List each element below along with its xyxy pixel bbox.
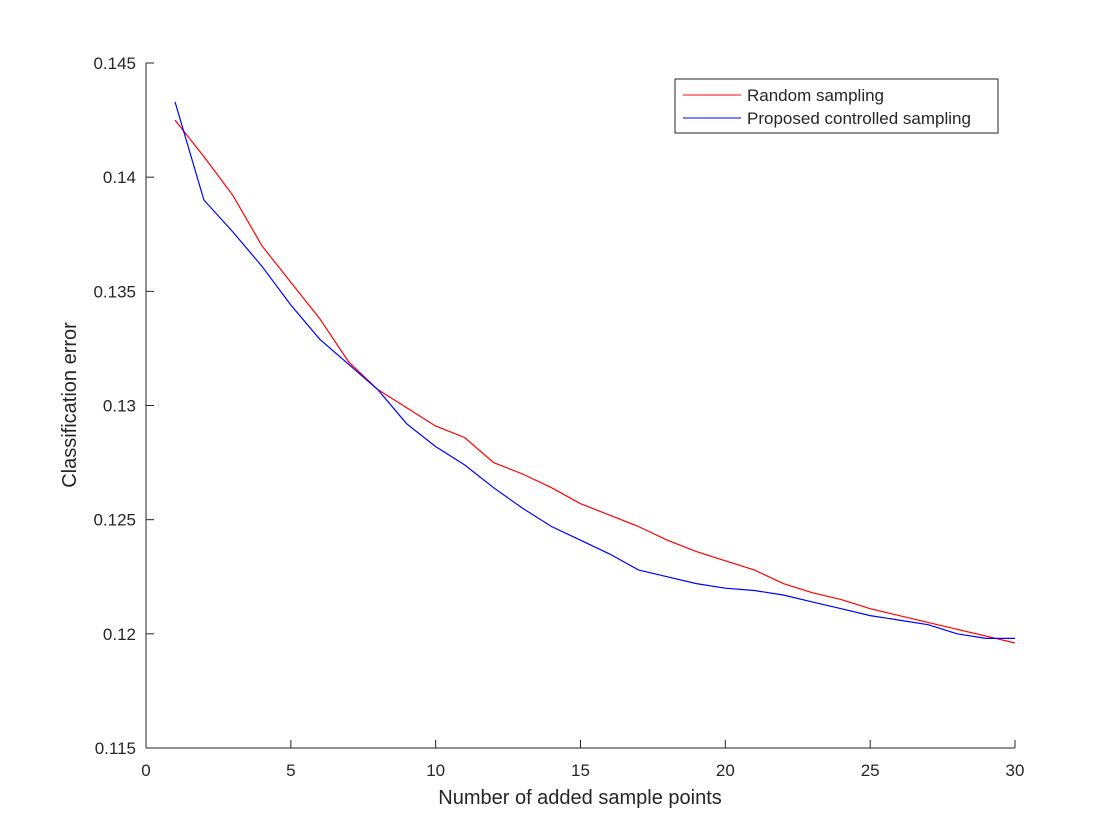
legend-label-proposed-controlled-sampling: Proposed controlled sampling bbox=[747, 109, 971, 128]
legend-box bbox=[674, 78, 999, 134]
x-tick-label: 5 bbox=[286, 761, 295, 780]
series-line-proposed-controlled-sampling bbox=[174, 101, 1015, 640]
x-axis-title: Number of added sample points bbox=[438, 787, 722, 809]
x-tick-label: 25 bbox=[861, 761, 880, 780]
legend-label-random-sampling: Random sampling bbox=[747, 86, 884, 105]
x-tick-label: 0 bbox=[141, 761, 150, 780]
axes bbox=[145, 63, 1015, 749]
y-tick-label: 0.115 bbox=[95, 739, 136, 758]
x-tick-label: 10 bbox=[426, 761, 445, 780]
x-tick-label: 20 bbox=[716, 761, 735, 780]
y-tick-label: 0.12 bbox=[103, 625, 136, 644]
x-tick-label: 15 bbox=[571, 761, 590, 780]
y-tick-label: 0.135 bbox=[93, 282, 136, 301]
y-axis-title: Classification error bbox=[59, 322, 81, 488]
y-tick-label: 0.125 bbox=[93, 511, 136, 530]
axis-ticks: 0 5 10 15 20 25 30 0.115 0.12 0.125 0.13 0.135 0.14 0… bbox=[93, 54, 1024, 780]
y-tick-label: 0.13 bbox=[103, 397, 136, 416]
y-tick-label: 0.14 bbox=[103, 168, 136, 187]
series-line-random-sampling bbox=[174, 119, 1016, 644]
legend: Random sampling Proposed controlled samp… bbox=[674, 78, 999, 134]
plot-area bbox=[146, 63, 1015, 748]
x-tick-label: 30 bbox=[1006, 761, 1025, 780]
series-lines bbox=[174, 101, 1016, 644]
y-tick-label: 0.145 bbox=[93, 54, 136, 73]
